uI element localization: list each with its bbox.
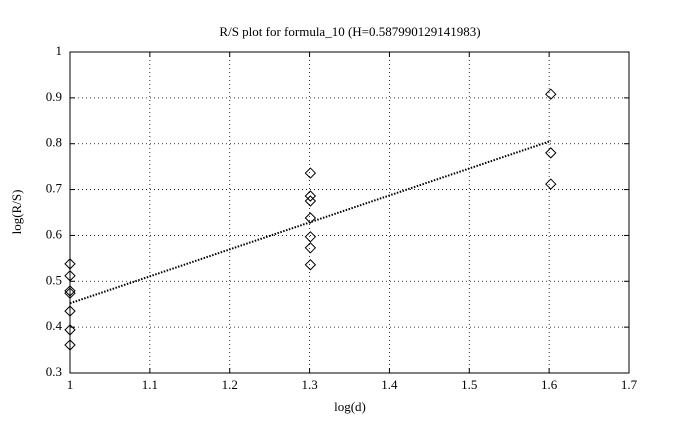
y-tick-label: 0.6 — [46, 226, 63, 241]
diamond-marker — [64, 287, 76, 299]
diamond-marker — [304, 242, 317, 254]
diamond-marker — [545, 88, 557, 100]
diamond-marker — [64, 270, 76, 282]
x-tick-label: 1 — [67, 377, 74, 392]
diamond-marker — [64, 305, 76, 317]
x-tick-label: 1.5 — [461, 377, 477, 392]
diamond-marker — [64, 285, 76, 297]
diamond-marker — [545, 147, 557, 159]
y-tick-label: 0.3 — [46, 364, 62, 379]
y-tick-label: 1 — [56, 43, 63, 58]
y-tick-label: 0.7 — [46, 181, 63, 196]
diamond-marker — [304, 190, 317, 202]
x-tick-label: 1.7 — [621, 377, 638, 392]
diamond-marker — [64, 324, 76, 336]
y-axis-label: log(R/S) — [9, 190, 24, 235]
diamond-marker — [304, 259, 317, 271]
y-tick-label: 0.5 — [46, 272, 62, 287]
x-tick-label: 1.1 — [142, 377, 158, 392]
y-tick-label: 0.9 — [46, 89, 62, 104]
diamond-marker — [304, 231, 317, 243]
diamond-marker — [64, 258, 76, 270]
fit-line — [69, 140, 552, 305]
plot-frame — [69, 51, 630, 374]
diamond-marker — [304, 195, 317, 207]
chart-title: R/S plot for formula_10 (H=0.58799012914… — [219, 24, 480, 39]
diamond-marker — [545, 178, 557, 190]
y-tick-label: 0.8 — [46, 135, 62, 150]
x-tick-label: 1.4 — [381, 377, 398, 392]
diamond-marker — [64, 339, 76, 351]
diamond-marker — [304, 167, 317, 179]
x-axis-label: log(d) — [334, 399, 366, 414]
x-tick-label: 1.2 — [222, 377, 238, 392]
y-tick-label: 0.4 — [46, 318, 63, 333]
x-tick-label: 1.3 — [301, 377, 317, 392]
x-tick-label: 1.6 — [541, 377, 558, 392]
